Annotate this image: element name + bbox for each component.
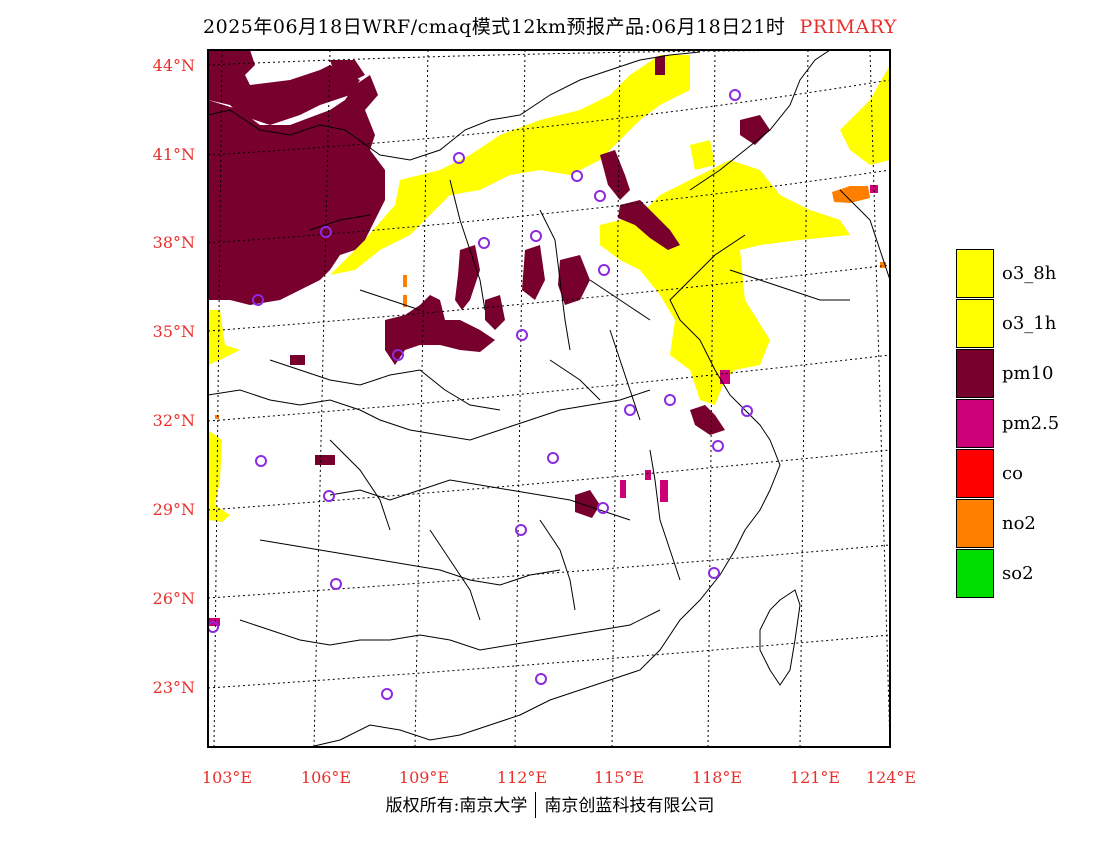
circle-icon <box>547 452 559 464</box>
lat-label: 41°N <box>152 145 195 164</box>
circle-icon <box>571 170 583 182</box>
legend-label: o3_1h <box>1002 313 1057 334</box>
lat-label: 35°N <box>152 322 195 341</box>
circle-icon <box>594 190 606 202</box>
circle-icon <box>252 294 264 306</box>
title-tag: PRIMARY <box>799 16 897 38</box>
circle-icon <box>741 405 753 417</box>
legend: o3_8h o3_1h pm10 pm2.5 co no2 so2 <box>956 249 1086 599</box>
lat-label: 26°N <box>152 589 195 608</box>
legend-item-o3-1h: o3_1h <box>956 299 1086 349</box>
boundary-lines <box>208 50 890 747</box>
circle-icon <box>323 490 335 502</box>
circle-icon <box>453 152 465 164</box>
pm10-pollution-area <box>208 50 770 518</box>
lon-label: 109°E <box>398 768 450 787</box>
lon-label: 118°E <box>691 768 743 787</box>
lon-label: 112°E <box>496 768 548 787</box>
copyright: 版权所有:南京大学 南京创蓝科技有限公司 <box>0 791 1100 818</box>
legend-item-pm25: pm2.5 <box>956 399 1086 449</box>
circle-icon <box>597 502 609 514</box>
circle-icon <box>530 230 542 242</box>
circle-icon <box>664 394 676 406</box>
circle-icon <box>598 264 610 276</box>
legend-item-pm10: pm10 <box>956 349 1086 399</box>
circle-icon <box>255 455 267 467</box>
circle-icon <box>712 440 724 452</box>
lat-label: 44°N <box>152 56 195 75</box>
legend-swatch <box>956 299 994 348</box>
circle-icon <box>535 673 547 685</box>
legend-item-co: co <box>956 449 1086 499</box>
legend-label: co <box>1002 463 1023 484</box>
title-main: 2025年06月18日WRF/cmaq模式12km预报产品:06月18日21时 <box>203 16 786 38</box>
legend-item-no2: no2 <box>956 499 1086 549</box>
circle-icon <box>516 329 528 341</box>
lon-label: 115°E <box>593 768 645 787</box>
legend-label: so2 <box>1002 563 1034 584</box>
circle-icon <box>624 404 636 416</box>
legend-item-o3-8h: o3_8h <box>956 249 1086 299</box>
circle-icon <box>515 524 527 536</box>
legend-swatch <box>956 249 994 298</box>
legend-item-so2: so2 <box>956 549 1086 599</box>
circle-icon <box>729 89 741 101</box>
lon-label: 103°E <box>201 768 253 787</box>
legend-swatch <box>956 449 994 498</box>
page-title: 2025年06月18日WRF/cmaq模式12km预报产品:06月18日21时 P… <box>0 12 1100 39</box>
lat-label: 23°N <box>152 678 195 697</box>
lon-label: 124°E <box>865 768 917 787</box>
lat-label: 38°N <box>152 233 195 252</box>
copyright-right: 南京创蓝科技有限公司 <box>544 796 715 816</box>
legend-swatch <box>956 349 994 398</box>
no2-pollution-area <box>215 186 886 419</box>
copyright-left: 版权所有:南京大学 <box>385 796 528 816</box>
circle-icon <box>320 226 332 238</box>
copyright-divider <box>535 792 537 818</box>
lon-label: 121°E <box>789 768 841 787</box>
circle-icon <box>708 567 720 579</box>
legend-swatch <box>956 399 994 448</box>
lat-label: 29°N <box>152 500 195 519</box>
legend-swatch <box>956 549 994 598</box>
legend-label: pm2.5 <box>1002 413 1060 434</box>
o3-pollution-area <box>208 55 890 522</box>
station-markers <box>208 89 753 700</box>
circle-icon <box>208 621 219 633</box>
lon-label: 106°E <box>300 768 352 787</box>
legend-label: no2 <box>1002 513 1036 534</box>
legend-label: pm10 <box>1002 363 1054 384</box>
circle-icon <box>392 349 404 361</box>
legend-label: o3_8h <box>1002 263 1057 284</box>
circle-icon <box>478 237 490 249</box>
circle-icon <box>381 688 393 700</box>
map-frame <box>207 49 891 748</box>
legend-swatch <box>956 499 994 548</box>
circle-icon <box>330 578 342 590</box>
lat-label: 32°N <box>152 411 195 430</box>
